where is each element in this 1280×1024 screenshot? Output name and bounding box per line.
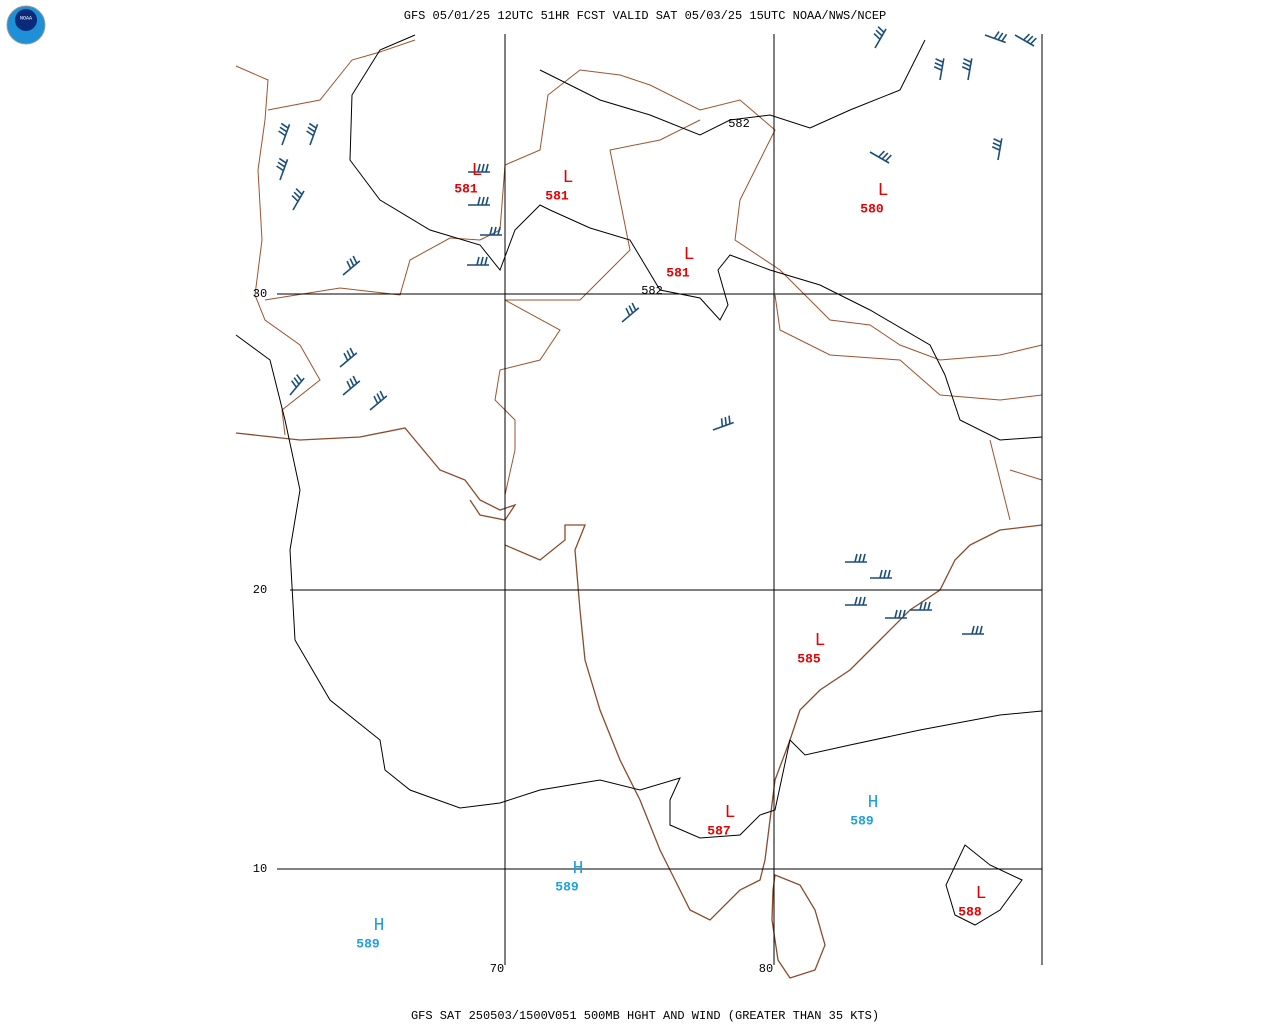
longitude-label: 70 (490, 962, 504, 976)
footer: GFS SAT 250503/1500V051 500MB HGHT AND W… (411, 1009, 879, 1023)
wind-barb (468, 163, 490, 173)
wind-barb (933, 58, 945, 81)
header: GFS 05/01/25 12UTC 51HR FCST VALID SAT 0… (404, 9, 886, 23)
wind-barb (961, 58, 973, 81)
wind-barb (712, 415, 734, 431)
wind-barb (870, 569, 892, 579)
center-value: 589 (850, 813, 874, 828)
contour-label: 582 (728, 117, 750, 131)
center-symbol: H (868, 793, 879, 813)
center-symbol: L (725, 803, 736, 823)
wind-barb (1014, 33, 1037, 47)
logo: NOAA (6, 5, 46, 45)
wind-barb (306, 122, 319, 146)
center-value: 580 (860, 201, 884, 216)
borders (235, 39, 1043, 521)
coastline (771, 874, 826, 979)
center-value: 581 (545, 188, 569, 203)
wind-barb (885, 609, 907, 619)
center-value: 588 (958, 904, 982, 919)
contour-label: 582 (641, 284, 663, 298)
center-symbol: L (815, 631, 826, 651)
center-value: 589 (356, 936, 380, 951)
longitude-label: 80 (759, 962, 773, 976)
coastline (235, 427, 517, 521)
contour-closed (945, 844, 1023, 926)
coastlines (235, 427, 1043, 979)
center-value: 581 (666, 265, 690, 280)
logo-text: NOAA (20, 15, 32, 21)
latitude-label: 20 (253, 583, 267, 597)
logo-inner (15, 9, 37, 31)
wind-barb (278, 122, 291, 146)
center-value: 587 (707, 823, 730, 838)
center-symbol: H (573, 859, 584, 879)
latitude-label: 30 (253, 287, 267, 301)
wind-barb (289, 374, 305, 396)
border-line (235, 65, 321, 436)
wind-barb (342, 375, 361, 396)
center-value: 581 (454, 181, 478, 196)
wind-barb (339, 347, 358, 368)
center-symbol: L (472, 161, 483, 181)
wind-barbs (276, 26, 1037, 635)
center-symbol: L (878, 181, 889, 201)
center-symbol: L (563, 168, 574, 188)
wind-barb (369, 390, 388, 411)
center-value: 585 (797, 651, 821, 666)
center-symbol: H (374, 916, 385, 936)
wind-barb (991, 138, 1003, 161)
center-value: 589 (555, 879, 579, 894)
wind-barb (480, 226, 502, 236)
border-line (264, 39, 1043, 361)
contour-582 (349, 34, 1043, 441)
wind-barb (910, 601, 932, 611)
latitude-label: 10 (253, 862, 267, 876)
wind-barb (467, 256, 489, 266)
border-line (774, 294, 1043, 521)
wind-barb (984, 31, 1008, 44)
wind-barb (845, 596, 867, 606)
wind-barb (869, 150, 892, 164)
wind-barb (276, 157, 289, 181)
height-contours (235, 34, 1043, 926)
wind-barb (621, 302, 640, 323)
wind-barb (845, 553, 867, 563)
grid (277, 34, 1043, 965)
center-symbol: L (976, 884, 987, 904)
wind-barb (291, 188, 305, 211)
wind-barb (962, 625, 984, 635)
wind-barb (342, 255, 361, 276)
wind-barb (468, 196, 490, 206)
center-symbol: L (684, 245, 695, 265)
contour-582 (539, 39, 926, 136)
wind-barb (873, 26, 887, 49)
contour-588 (235, 334, 1043, 839)
border-line (494, 119, 701, 496)
